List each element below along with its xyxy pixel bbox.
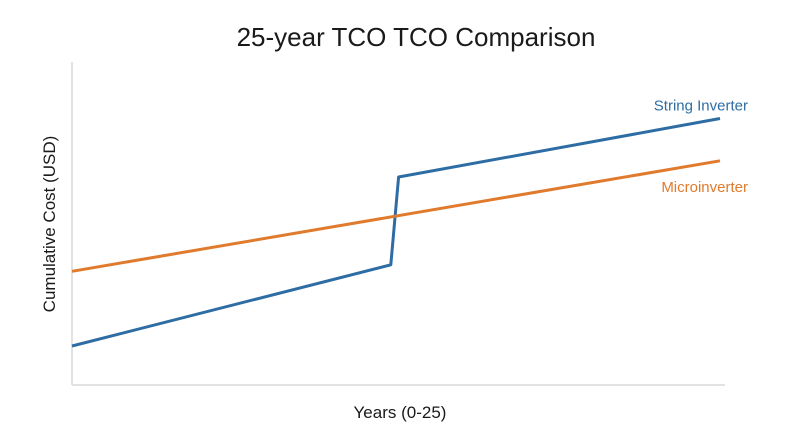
series-line-microinverter: [71, 159, 721, 273]
series-label-microinverter: Microinverter: [661, 179, 748, 196]
series-line-string-inverter: [71, 117, 721, 348]
series-label-string-inverter: String Inverter: [654, 98, 748, 115]
x-axis-label: Years (0-25): [354, 403, 447, 422]
series-layer: String Inverter Microinverter: [71, 98, 748, 348]
chart-title: 25-year TCO TCO Comparison: [237, 22, 596, 52]
y-axis-label: Cumulative Cost (USD): [40, 136, 59, 313]
